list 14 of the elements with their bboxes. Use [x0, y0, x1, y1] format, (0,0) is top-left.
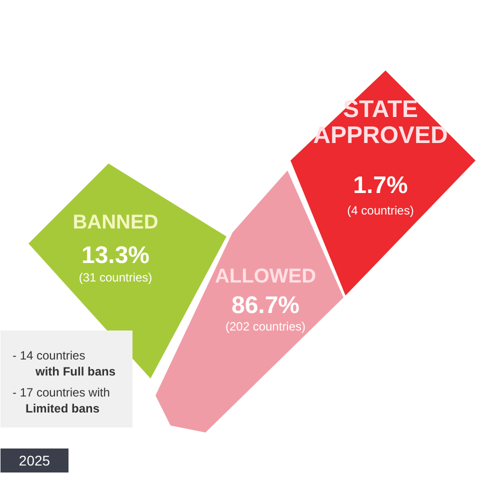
- text: (202 countries): [225, 320, 306, 334]
- text: with Full bans: [34, 364, 116, 378]
- data-label: 1.7%: [353, 172, 408, 199]
- category-label: BANNED: [72, 212, 158, 234]
- text: (4 countries): [347, 204, 414, 218]
- text: (31 countries): [78, 270, 152, 284]
- category-label: ALLOWED: [214, 266, 316, 288]
- category-label: STATE APPROVED: [313, 96, 448, 149]
- data-label: 13.3%: [81, 242, 150, 269]
- text: 2025: [18, 452, 50, 468]
- data-label: 86.7%: [231, 292, 300, 319]
- text: Limited bans: [26, 402, 100, 416]
- text: - 17 countries with: [12, 386, 110, 400]
- text: - 14 countries: [12, 348, 86, 362]
